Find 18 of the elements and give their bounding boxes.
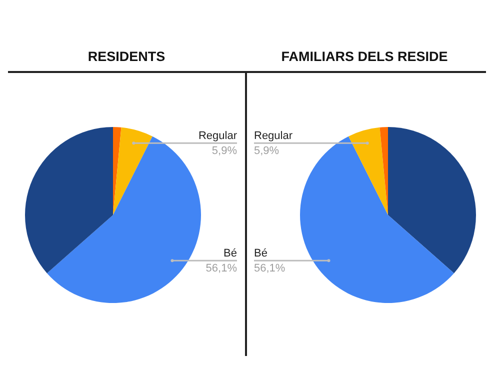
data-label: 5,9% [254,145,280,158]
pie-slice [113,127,122,215]
pie-slice [25,127,113,274]
data-label: 5,9% [212,145,238,158]
chart-title: RESIDENTS [86,48,166,66]
slice-label: Regular [254,130,293,142]
slice-label: Regular [198,130,238,142]
chart-title: FAMILIARS DELS RESIDE [280,48,449,66]
pie-slice [380,127,388,215]
slice-label: Bé [224,248,237,260]
data-label: 56,1% [206,262,238,275]
pie-slice [348,127,388,215]
data-label: 56,1% [254,262,286,275]
pie-slice [300,136,454,303]
pie-slice [388,127,476,274]
pie-slice [113,127,152,215]
pie-slice [46,136,201,303]
slice-label: Bé [254,248,268,260]
